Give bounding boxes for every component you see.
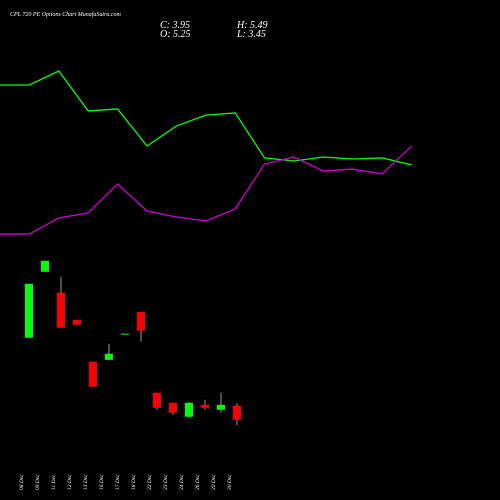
candle-body — [25, 283, 33, 338]
x-tick-label: 11 Dec — [51, 474, 57, 490]
x-tick-label: 08 Dec — [19, 474, 25, 490]
x-tick-label: 30 Dec — [227, 474, 233, 491]
x-tick-label: 22 Dec — [147, 474, 153, 490]
candle-body — [137, 311, 145, 331]
candle-body — [105, 353, 113, 360]
high-label: H: 5.49 — [236, 20, 268, 31]
candle-body — [201, 404, 209, 408]
close-label: C: 3.95 — [160, 20, 190, 31]
line-series — [0, 70, 412, 166]
x-tick-label: 24 Dec — [178, 474, 185, 490]
x-tick-label: 16 Dec — [99, 474, 105, 490]
candle-body — [89, 361, 97, 387]
chart-title: CPL 720 PE Options Chart MunafaSutra.com — [10, 11, 122, 18]
x-tick-label: 13 Dec — [83, 474, 89, 490]
x-tick-label: 18 Dec — [131, 474, 137, 490]
x-tick-label: 26 Dec — [195, 474, 201, 490]
line-series — [0, 145, 413, 235]
open-label: O: 5.25 — [160, 29, 191, 40]
x-tick-label: 12 Dec — [67, 474, 73, 490]
candle-body — [217, 404, 225, 410]
candle-body — [233, 405, 241, 420]
x-tick-label: 23 Dec — [163, 474, 169, 490]
candle-body — [121, 333, 129, 335]
low-label: L: 3.45 — [236, 29, 266, 40]
x-tick-label: 09 Dec — [35, 474, 41, 490]
candle-body — [73, 319, 81, 325]
candle-body — [185, 402, 193, 417]
candle-body — [57, 292, 65, 328]
candle-body — [41, 260, 49, 272]
candle-body — [169, 402, 177, 413]
x-tick-label: 29 Dec — [211, 474, 217, 490]
x-tick-label: 17 Dec — [115, 474, 121, 490]
candle-body — [153, 392, 161, 408]
